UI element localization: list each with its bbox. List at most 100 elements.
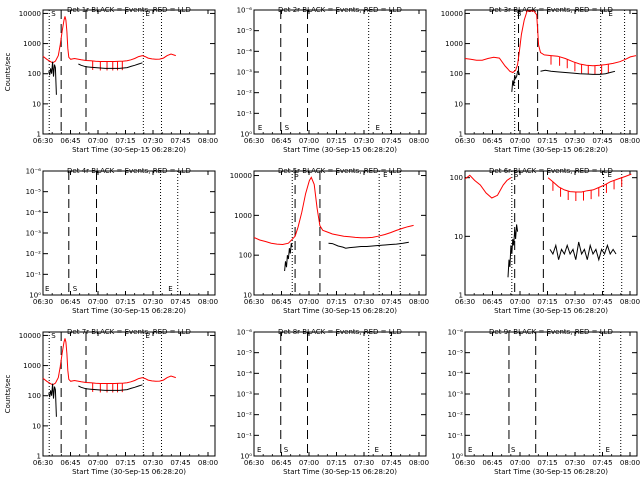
x-tick-label: 07:00	[510, 298, 530, 306]
panel-title: Det 3r BLACK = Events, RED = LLD	[489, 6, 613, 14]
series-line	[48, 383, 57, 417]
series-line	[511, 70, 520, 92]
x-tick-label: 07:30	[143, 298, 163, 306]
x-tick-label: 06:30	[455, 137, 475, 145]
x-tick-label: 07:30	[143, 137, 163, 145]
y-tick-label: 10⁻²	[237, 89, 253, 97]
x-tick-label: 07:30	[354, 137, 374, 145]
x-axis-label: Start Time (30-Sep-15 06:28:20)	[72, 146, 186, 154]
panel-title: Det 9r BLACK = Events, RED = LLD	[489, 328, 613, 336]
x-tick-label: 06:30	[244, 298, 264, 306]
y-tick-label: 10⁻⁶	[237, 7, 253, 15]
x-tick-label: 07:45	[381, 137, 401, 145]
y-tick-label: 10⁰	[240, 131, 252, 139]
y-tick-label: 100	[28, 70, 41, 78]
x-tick-label: 07:15	[115, 459, 135, 467]
series-line	[42, 338, 176, 386]
event-marker-label: E	[145, 10, 149, 18]
panels: Det 1r BLACK = Events, RED = LLD 06:30 06:…	[4, 6, 640, 476]
panel-title: Det 4r BLACK = Events, RED = LLD	[67, 167, 191, 175]
x-tick-label: 08:00	[198, 459, 218, 467]
y-tick-label: 10⁻⁴	[237, 370, 253, 378]
y-axis-label: Counts/sec	[4, 375, 12, 414]
y-tick-label: 100	[450, 174, 463, 182]
x-axis-label: Start Time (30-Sep-15 06:28:20)	[283, 307, 397, 315]
chart-panel: Det 4r BLACK = Events, RED = LLD 06:30 06:…	[26, 167, 219, 315]
x-tick-label: 08:00	[198, 298, 218, 306]
y-tick-label: 100	[239, 252, 252, 260]
series-line	[48, 61, 57, 95]
y-tick-label: 10000	[19, 332, 41, 340]
x-tick-label: 07:45	[170, 298, 190, 306]
event-marker-label: E	[257, 446, 261, 454]
event-marker-label: E	[608, 10, 612, 18]
x-tick-label: 06:45	[482, 137, 502, 145]
y-tick-label: 1000	[23, 40, 41, 48]
x-tick-label: 06:30	[244, 137, 264, 145]
y-tick-label: 1	[459, 131, 463, 139]
x-tick-label: 07:00	[88, 137, 108, 145]
chart-panel: Det 5r BLACK = Events, RED = LLD 06:30 06:…	[230, 167, 429, 315]
x-axis-label: Start Time (30-Sep-15 06:28:20)	[494, 468, 608, 476]
x-tick-label: 07:45	[381, 298, 401, 306]
x-tick-label: 07:45	[592, 459, 612, 467]
x-tick-label: 07:30	[565, 137, 585, 145]
y-tick-label: 10⁻¹	[237, 432, 253, 440]
x-tick-label: 08:00	[620, 459, 640, 467]
x-tick-label: 06:30	[33, 459, 53, 467]
x-tick-label: 06:30	[33, 298, 53, 306]
event-marker-label: S	[284, 446, 289, 454]
plot-frame	[464, 170, 638, 296]
y-tick-label: 10⁻⁵	[237, 349, 253, 357]
x-tick-label: 07:00	[510, 137, 530, 145]
x-tick-label: 07:30	[354, 298, 374, 306]
x-tick-label: 06:30	[33, 137, 53, 145]
series-line-segment	[540, 69, 616, 75]
y-tick-label: 10⁻³	[237, 69, 253, 77]
x-tick-label: 06:45	[271, 459, 291, 467]
event-marker-label: E	[607, 171, 611, 179]
event-marker-label: S	[73, 285, 78, 293]
y-tick-label: 10000	[230, 172, 252, 180]
y-tick-label: 10⁻¹	[448, 432, 464, 440]
series-line	[42, 16, 176, 64]
y-tick-label: 10⁻⁶	[448, 329, 464, 337]
y-tick-label: 10⁻¹	[237, 110, 253, 118]
plot-frame	[464, 9, 638, 135]
chart-panel: Det 6r BLACK = Events, RED = LLD 06:30 06:…	[450, 167, 640, 315]
series-line	[284, 243, 293, 272]
panel-title: Det 6r BLACK = Events, RED = LLD	[489, 167, 613, 175]
y-tick-label: 10⁻³	[448, 391, 464, 399]
event-marker-label: E	[45, 285, 49, 293]
y-tick-label: 10⁻⁵	[26, 188, 42, 196]
x-tick-label: 06:45	[271, 298, 291, 306]
y-tick-label: 10⁻²	[448, 411, 464, 419]
x-tick-label: 07:15	[537, 459, 557, 467]
y-tick-label: 10⁻²	[237, 411, 253, 419]
series-line	[253, 176, 414, 246]
x-axis-label: Start Time (30-Sep-15 06:28:20)	[72, 307, 186, 315]
y-tick-label: 1	[37, 131, 41, 139]
y-tick-label: 10⁻²	[26, 250, 42, 258]
y-tick-label: 10	[243, 292, 252, 300]
chart-panel: Det 2r BLACK = Events, RED = LLD 06:30 06:…	[237, 6, 430, 154]
x-tick-label: 07:00	[510, 459, 530, 467]
x-axis-label: Start Time (30-Sep-15 06:28:20)	[283, 146, 397, 154]
chart-panel: Det 8r BLACK = Events, RED = LLD 06:30 06:…	[237, 328, 430, 476]
y-tick-label: 10⁰	[29, 292, 41, 300]
event-marker-label: S	[51, 10, 56, 18]
x-tick-label: 06:45	[482, 459, 502, 467]
panel-title: Det 1r BLACK = Events, RED = LLD	[67, 6, 191, 14]
y-tick-label: 100	[28, 392, 41, 400]
x-tick-label: 07:30	[565, 459, 585, 467]
series-line	[464, 10, 637, 74]
x-tick-label: 08:00	[409, 459, 429, 467]
x-tick-label: 06:30	[455, 459, 475, 467]
y-tick-label: 10	[454, 233, 463, 241]
x-tick-label: 07:30	[565, 298, 585, 306]
panel-title: Det 7r BLACK = Events, RED = LLD	[67, 328, 191, 336]
y-tick-label: 10⁻⁴	[237, 48, 253, 56]
x-tick-label: 07:45	[381, 459, 401, 467]
series-line-segment	[549, 241, 617, 262]
